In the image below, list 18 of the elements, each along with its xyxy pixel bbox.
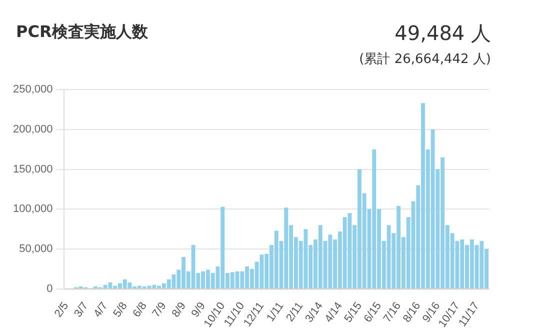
x-tick-label: 9/9 xyxy=(189,300,208,320)
x-tick-label: 1/11 xyxy=(264,300,286,324)
text: 49,484 人 xyxy=(394,20,491,47)
text: (累計 26,664,442 人) xyxy=(359,51,491,68)
x-tick-label: 5/8 xyxy=(111,300,130,320)
y-tick-label: 50,000 xyxy=(19,243,53,256)
x-tick-label: 6/8 xyxy=(130,300,150,320)
x-tick-label: 8/9 xyxy=(170,300,188,320)
y-tick-label: 0 xyxy=(46,282,53,295)
x-tick-label: 3/7 xyxy=(72,300,91,320)
y-tick-label: 200,000 xyxy=(12,123,53,136)
chart-title: PCR検査実施人数 xyxy=(16,22,148,43)
x-tick-label: 2/5 xyxy=(52,300,72,320)
x-tick-label: 4/7 xyxy=(92,300,110,320)
y-tick-label: 250,000 xyxy=(12,84,53,96)
x-tick-label: 7/9 xyxy=(150,300,169,320)
y-tick-label: 150,000 xyxy=(12,163,53,176)
y-tick-label: 100,000 xyxy=(12,203,53,216)
